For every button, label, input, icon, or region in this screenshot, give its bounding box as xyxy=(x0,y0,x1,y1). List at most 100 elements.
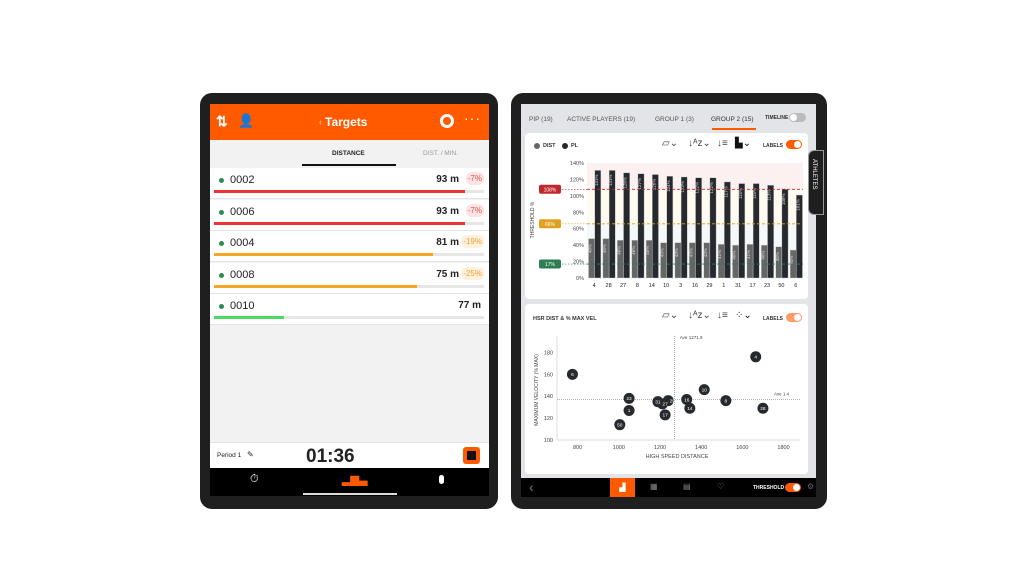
back-icon[interactable]: ‹ xyxy=(529,479,534,495)
bar-value-label: 101% xyxy=(795,199,800,211)
distance-value: 93 m xyxy=(436,205,459,217)
ruler-icon[interactable]: ▱⌄ xyxy=(662,138,679,149)
point-label: 8 xyxy=(725,398,728,404)
labels-toggle[interactable] xyxy=(786,313,802,322)
scatter-point xyxy=(684,402,696,414)
threshold-label: 17% xyxy=(545,262,556,268)
device-icon[interactable] xyxy=(439,475,444,484)
tab-distance[interactable]: DISTANCE xyxy=(332,150,365,157)
point-label: 4 xyxy=(754,355,757,361)
point-label: 28 xyxy=(760,406,766,412)
progress-fill xyxy=(214,190,466,193)
grid-icon[interactable]: ▦ xyxy=(650,482,658,491)
bar-value-label: 46% xyxy=(631,246,636,255)
stopwatch-icon[interactable]: ⏱ xyxy=(250,473,259,485)
delta-badge: -7% xyxy=(465,203,484,217)
x-tick-label: 23 xyxy=(764,283,770,289)
bar-chart-icon[interactable]: ▂▆▃ xyxy=(342,474,368,486)
status-dot xyxy=(219,178,224,183)
status-dot xyxy=(219,209,224,215)
group-tab[interactable]: GROUP 2 (15) xyxy=(711,116,754,123)
threshold-badge xyxy=(539,259,561,269)
settings-icon[interactable]: ⚙ xyxy=(807,482,815,491)
sort-icon[interactable]: ⇅ xyxy=(216,113,228,129)
bar-value-label: 115% xyxy=(752,188,757,199)
y-tick-label: 180 xyxy=(544,350,553,356)
legend-dist-swatch xyxy=(534,143,540,149)
sort-desc-icon[interactable]: ↓≡ xyxy=(717,138,728,149)
bar-pl xyxy=(724,181,731,279)
bar-value-label: 38% xyxy=(775,252,780,261)
x-tick-label: 1000 xyxy=(613,445,625,451)
average-x-label: Ave 1271.9 xyxy=(680,335,703,340)
x-tick-label: 16 xyxy=(692,283,698,289)
heart-icon[interactable]: ♡ xyxy=(717,482,725,491)
group-tab[interactable]: ACTIVE PLAYERS (19) xyxy=(567,116,636,123)
distance-value: 77 m xyxy=(458,300,481,311)
labels-label: LABELS xyxy=(763,316,783,322)
point-label: 14 xyxy=(687,406,693,412)
scatter-type-icon[interactable]: ⁘⌄ xyxy=(735,310,752,321)
bar-value-label: 34% xyxy=(789,256,794,265)
bar-dist xyxy=(717,244,725,279)
y-tick-label: 0% xyxy=(576,276,584,282)
y-tick-label: 100% xyxy=(570,194,584,200)
y-tick-label: 160 xyxy=(544,372,553,378)
athlete-id: 0002 xyxy=(230,174,255,186)
tab-dist-per-min[interactable]: DIST. / MIN. xyxy=(423,150,459,157)
targets-screen: ⇅ 👤 ‹ Targets ··· DISTANCE DIST. / MIN. … xyxy=(210,104,489,496)
user-add-icon[interactable]: 👤 xyxy=(238,113,255,128)
bar-pl xyxy=(680,176,688,279)
bar-value-label: 122% xyxy=(709,182,714,194)
threshold-toggle[interactable] xyxy=(785,483,801,492)
y-tick-label: 140% xyxy=(570,161,584,167)
y-tick-label: 140 xyxy=(544,394,553,400)
back-chevron[interactable]: ‹ xyxy=(319,117,322,127)
sort-az-icon[interactable]: ↓ᴬᴢ⌄ xyxy=(688,138,711,149)
y-tick-label: 120% xyxy=(570,177,584,183)
analysis-screen: PIP (19) ACTIVE PLAYERS (19) GROUP 1 (3) GR… xyxy=(521,104,816,497)
scatter-point xyxy=(698,384,710,396)
target-row[interactable]: 0010 77 m xyxy=(210,294,489,325)
scatter-point xyxy=(681,393,693,405)
group-tab[interactable]: PIP (19) xyxy=(529,116,553,123)
table-icon[interactable]: ▤ xyxy=(683,482,691,491)
timer: 01:36 xyxy=(306,446,355,467)
target-row[interactable]: 0006 93 m -7% xyxy=(210,199,489,231)
home-indicator xyxy=(303,493,397,495)
bar-value-label: 48% xyxy=(602,244,607,253)
target-row[interactable]: 0004 81 m -19% xyxy=(210,231,489,262)
pencil-icon[interactable]: ✎ xyxy=(247,450,254,459)
ruler-icon[interactable]: ▱⌄ xyxy=(662,310,679,321)
labels-toggle[interactable] xyxy=(786,140,802,149)
sort-az-icon[interactable]: ↓ᴬᴢ⌄ xyxy=(688,310,711,321)
bar-pl xyxy=(666,175,674,279)
bar-value-label: 113% xyxy=(767,190,772,201)
point-label: 17 xyxy=(662,413,668,419)
athlete-id: 0008 xyxy=(230,268,255,281)
timeline-toggle[interactable] xyxy=(789,113,806,122)
more-icon[interactable]: ··· xyxy=(464,110,481,126)
stop-button[interactable] xyxy=(463,447,480,464)
target-row[interactable]: 0008 75 m -25% xyxy=(210,262,489,294)
chart-type-icon[interactable]: ▙⌄ xyxy=(735,138,752,149)
sort-desc-icon[interactable]: ↓≡ xyxy=(717,310,728,321)
y-axis-label: THRESHOLD % xyxy=(530,201,536,238)
period-label[interactable]: Period 1 xyxy=(217,452,242,459)
delta-badge: -19% xyxy=(461,235,484,248)
bar-pl xyxy=(767,184,774,279)
target-icon[interactable] xyxy=(440,114,454,128)
athlete-id: 0010 xyxy=(230,300,255,312)
athletes-side-tab[interactable]: ATHLETES xyxy=(808,150,824,215)
bar-value-label: 40% xyxy=(760,251,765,260)
group-tab[interactable]: GROUP 1 (3) xyxy=(655,116,694,123)
point-label: 27 xyxy=(662,402,668,408)
target-row[interactable]: 0002 93 m -7% xyxy=(210,168,489,199)
x-tick-label: 800 xyxy=(573,445,582,451)
y-axis-label: MAXIMUM VELOCITY (% MAX) xyxy=(534,354,540,426)
charts-tab-button[interactable]: ▟ xyxy=(610,478,635,497)
x-tick-label: 29 xyxy=(706,283,712,289)
threshold-badge xyxy=(539,219,561,229)
bar-value-label: 131% xyxy=(608,175,613,187)
threshold-label: 108% xyxy=(544,187,557,193)
